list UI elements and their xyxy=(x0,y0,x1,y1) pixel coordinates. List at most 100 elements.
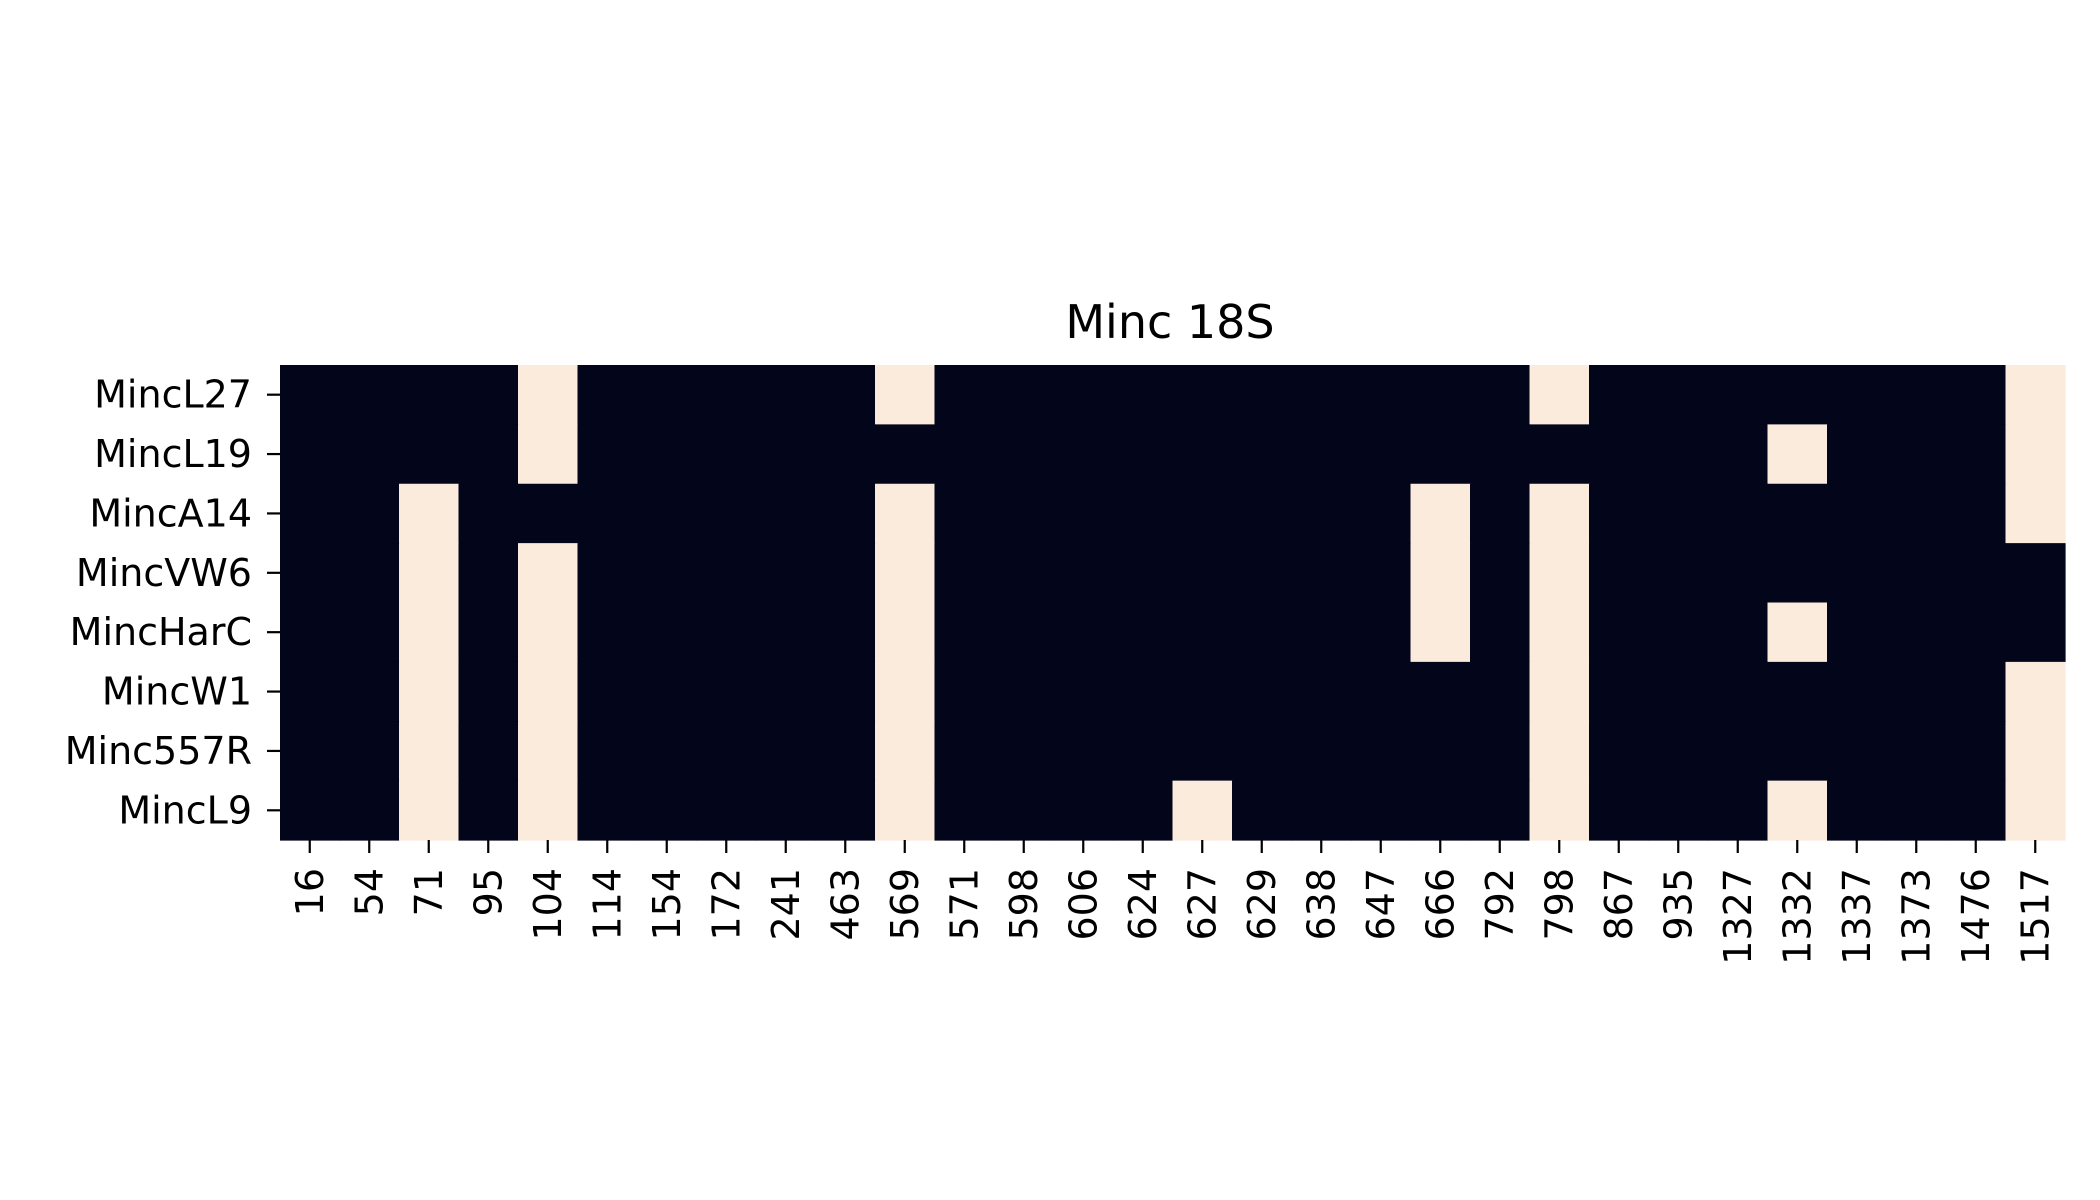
heatmap-cell xyxy=(280,424,341,485)
heatmap-cell xyxy=(1827,424,1888,485)
heatmap-cell xyxy=(1648,543,1709,604)
heatmap-cell xyxy=(1410,365,1471,425)
x-tick-label: 666 xyxy=(1418,868,1462,941)
heatmap-cell xyxy=(1053,424,1114,485)
heatmap-cell xyxy=(2005,721,2066,782)
heatmap-cell xyxy=(1470,424,1531,485)
heatmap-cell xyxy=(1053,543,1114,604)
heatmap-cell xyxy=(1053,780,1114,841)
heatmap-cell xyxy=(1529,543,1590,604)
heatmap-cell xyxy=(339,721,400,782)
heatmap-cell xyxy=(1886,483,1947,544)
heatmap-cell xyxy=(756,780,817,841)
heatmap-cell xyxy=(1410,483,1471,544)
x-tick-label: 172 xyxy=(704,868,748,941)
heatmap-cell xyxy=(1351,483,1412,544)
heatmap-cell xyxy=(637,424,698,485)
heatmap-cell xyxy=(577,602,638,663)
heatmap-cell xyxy=(280,483,341,544)
heatmap-cell xyxy=(994,483,1055,544)
heatmap-cell xyxy=(1113,543,1174,604)
x-tick-label: 792 xyxy=(1478,868,1522,941)
heatmap-cell xyxy=(518,721,579,782)
x-tick-label: 54 xyxy=(347,868,391,916)
heatmap-cell xyxy=(577,721,638,782)
heatmap-cell xyxy=(1351,721,1412,782)
heatmap-cell xyxy=(1113,661,1174,722)
heatmap-cell xyxy=(2005,424,2066,485)
x-tick-label: 935 xyxy=(1656,868,1700,941)
heatmap-cell xyxy=(994,424,1055,485)
heatmap-cell xyxy=(1291,721,1352,782)
heatmap-cell xyxy=(696,602,757,663)
y-tick-label: MincHarC xyxy=(70,610,252,654)
heatmap-cell xyxy=(1053,602,1114,663)
heatmap-cell xyxy=(1529,483,1590,544)
heatmap-cell xyxy=(1470,543,1531,604)
heatmap-cell xyxy=(1827,365,1888,425)
heatmap-cell xyxy=(518,661,579,722)
heatmap-cell xyxy=(1291,780,1352,841)
heatmap-cell xyxy=(994,365,1055,425)
x-tick-label: 627 xyxy=(1180,868,1224,941)
heatmap-cell xyxy=(994,543,1055,604)
x-tick-label: 598 xyxy=(1002,868,1046,941)
heatmap-cell xyxy=(815,424,876,485)
heatmap-cell xyxy=(1589,661,1650,722)
heatmap-cell xyxy=(934,721,995,782)
heatmap-cell xyxy=(934,661,995,722)
heatmap-cell xyxy=(1767,602,1828,663)
x-tick-label: 16 xyxy=(288,868,332,916)
heatmap-cell xyxy=(339,424,400,485)
heatmap-cell xyxy=(637,483,698,544)
heatmap-cell xyxy=(1172,780,1233,841)
heatmap-cell xyxy=(1886,365,1947,425)
heatmap-cell xyxy=(815,721,876,782)
heatmap-cell xyxy=(1351,780,1412,841)
heatmap-cell xyxy=(637,661,698,722)
heatmap-cell xyxy=(994,721,1055,782)
heatmap-cell xyxy=(1053,721,1114,782)
heatmap-cell xyxy=(518,780,579,841)
x-tick-label: 798 xyxy=(1537,868,1581,941)
heatmap-cells xyxy=(280,365,2066,841)
heatmap-cell xyxy=(1232,661,1293,722)
heatmap-cell xyxy=(280,543,341,604)
heatmap-cell xyxy=(399,661,460,722)
heatmap-cell xyxy=(1708,780,1769,841)
heatmap-cell xyxy=(1708,483,1769,544)
x-tick-label: 647 xyxy=(1359,868,1403,941)
heatmap-cell xyxy=(1291,661,1352,722)
heatmap-cell xyxy=(756,483,817,544)
heatmap-cell xyxy=(815,543,876,604)
x-tick-label: 1327 xyxy=(1716,868,1760,965)
heatmap-cell xyxy=(696,780,757,841)
heatmap-cell xyxy=(1529,721,1590,782)
heatmap-cell xyxy=(1172,424,1233,485)
x-tick-label: 638 xyxy=(1299,868,1343,941)
heatmap-cell xyxy=(875,424,936,485)
heatmap-cell xyxy=(1827,483,1888,544)
heatmap-cell xyxy=(994,602,1055,663)
heatmap-cell xyxy=(1529,661,1590,722)
heatmap-cell xyxy=(1648,780,1709,841)
heatmap-cell xyxy=(2005,661,2066,722)
heatmap-cell xyxy=(1708,602,1769,663)
heatmap-cell xyxy=(1351,543,1412,604)
heatmap-cell xyxy=(875,661,936,722)
heatmap-cell xyxy=(1827,602,1888,663)
heatmap-cell xyxy=(1946,483,2007,544)
heatmap-cell xyxy=(1946,365,2007,425)
heatmap-cell xyxy=(1291,602,1352,663)
heatmap-cell xyxy=(1589,424,1650,485)
heatmap-cell xyxy=(1172,365,1233,425)
heatmap-cell xyxy=(1410,721,1471,782)
heatmap-cell xyxy=(696,543,757,604)
heatmap-cell xyxy=(1172,483,1233,544)
heatmap-cell xyxy=(2005,365,2066,425)
heatmap-cell xyxy=(280,365,341,425)
heatmap-cell xyxy=(399,543,460,604)
heatmap-cell xyxy=(339,780,400,841)
heatmap-cell xyxy=(1232,721,1293,782)
